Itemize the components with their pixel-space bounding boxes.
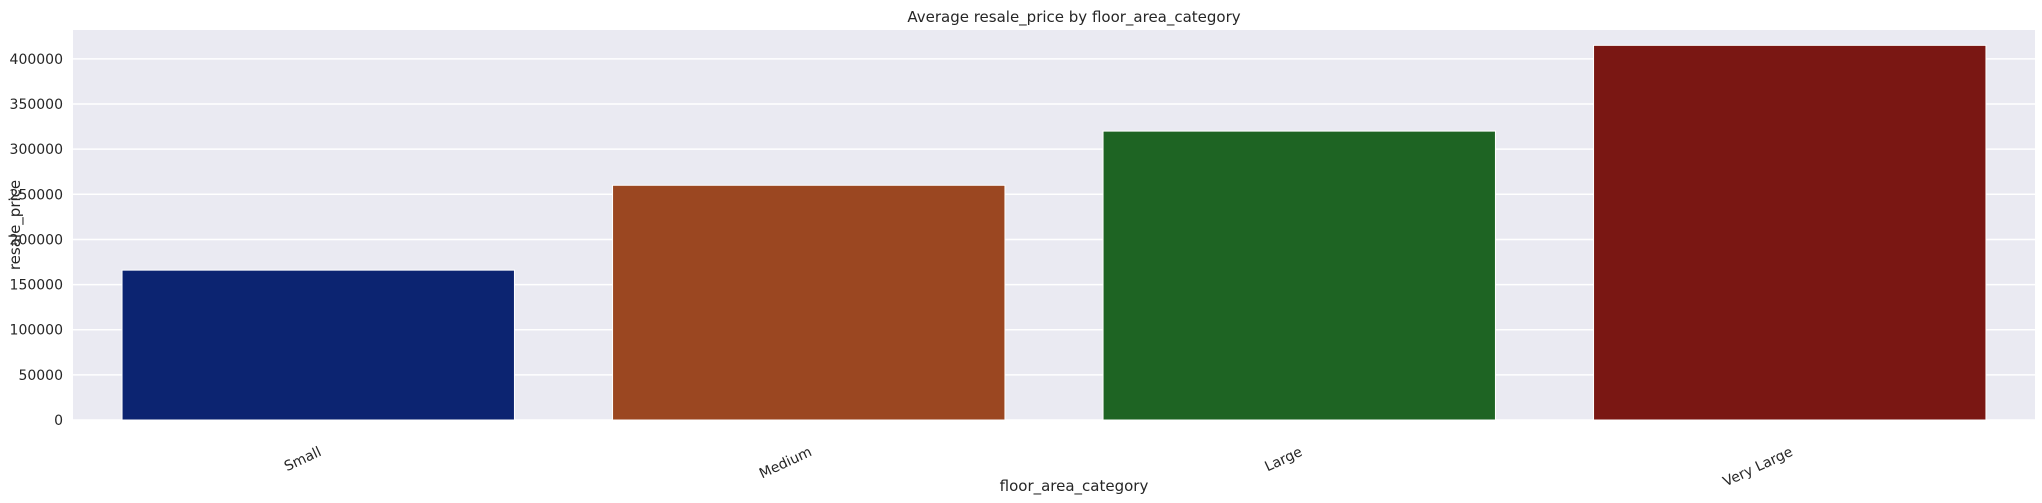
x-tick-label: Large: [1262, 444, 1304, 475]
y-tick-label: 350000: [10, 97, 63, 113]
y-tick-label: 100000: [10, 323, 63, 339]
x-tick-label: Small: [282, 444, 324, 475]
y-axis-label: resale_price: [6, 180, 25, 270]
bar-very-large: [1593, 44, 1987, 421]
x-axis-label: floor_area_category: [1000, 477, 1149, 496]
bars: [121, 44, 1987, 421]
y-tick-label: 200000: [10, 232, 63, 248]
y-tick-label: 150000: [10, 278, 63, 294]
x-tick-label: Very Large: [1721, 444, 1796, 490]
chart-title: Average resale_price by floor_area_categ…: [907, 8, 1240, 27]
bar-small: [121, 269, 515, 421]
y-tick-label: 400000: [10, 52, 63, 68]
y-axis-ticks: 0 50000 100000 150000 200000 250000 300000 3500…: [10, 52, 63, 429]
bar-medium: [612, 184, 1006, 421]
y-tick-label: 250000: [10, 187, 63, 203]
y-tick-label: 300000: [10, 142, 63, 158]
y-tick-label: 50000: [18, 368, 63, 384]
bar-large: [1102, 130, 1496, 421]
x-tick-label: Medium: [757, 444, 815, 482]
y-tick-label: 0: [54, 413, 63, 429]
